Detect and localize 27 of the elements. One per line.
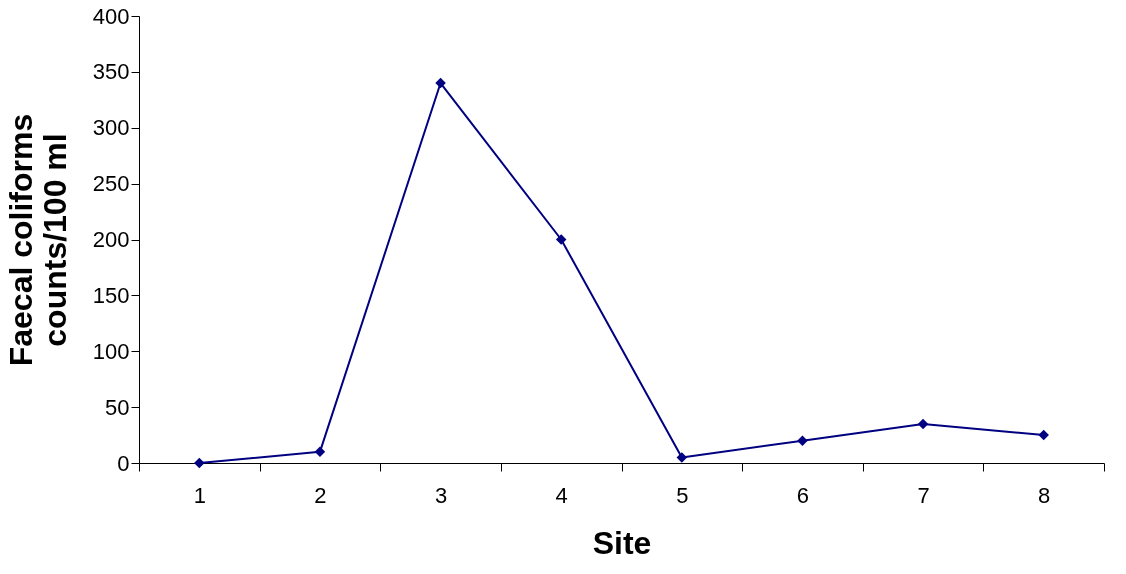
y-tick-label: 100 [92,338,130,364]
y-tick-label: 200 [92,227,130,252]
x-axis-title: Site [592,524,652,561]
point [676,452,688,463]
point [555,234,567,245]
y-tick-label: 250 [92,171,130,197]
x-tick-label: 3 [434,482,448,508]
point [435,77,446,89]
x-tick-label: 5 [676,482,689,508]
x-tick-label: 4 [555,482,568,508]
y-tick-label: 50 [105,394,130,420]
point [797,435,808,446]
x-tick-label: 2 [314,482,327,508]
x-tick-label: 8 [1038,482,1051,508]
y-tick-label: 400 [92,3,130,29]
x-tick-label: 6 [796,482,810,508]
x-tick-label: 7 [917,482,930,508]
point [917,418,929,430]
point [1038,429,1049,441]
x-tick-label: 1 [193,482,206,508]
y-tick-label: 150 [92,282,130,308]
y-axis-title: Faecal coliforms counts/100 ml [2,113,73,367]
y-tick-label: 350 [92,59,130,85]
point [194,457,205,469]
y-tick-label: 300 [92,115,130,141]
y-tick-label: 0 [117,450,130,476]
point [314,446,326,458]
